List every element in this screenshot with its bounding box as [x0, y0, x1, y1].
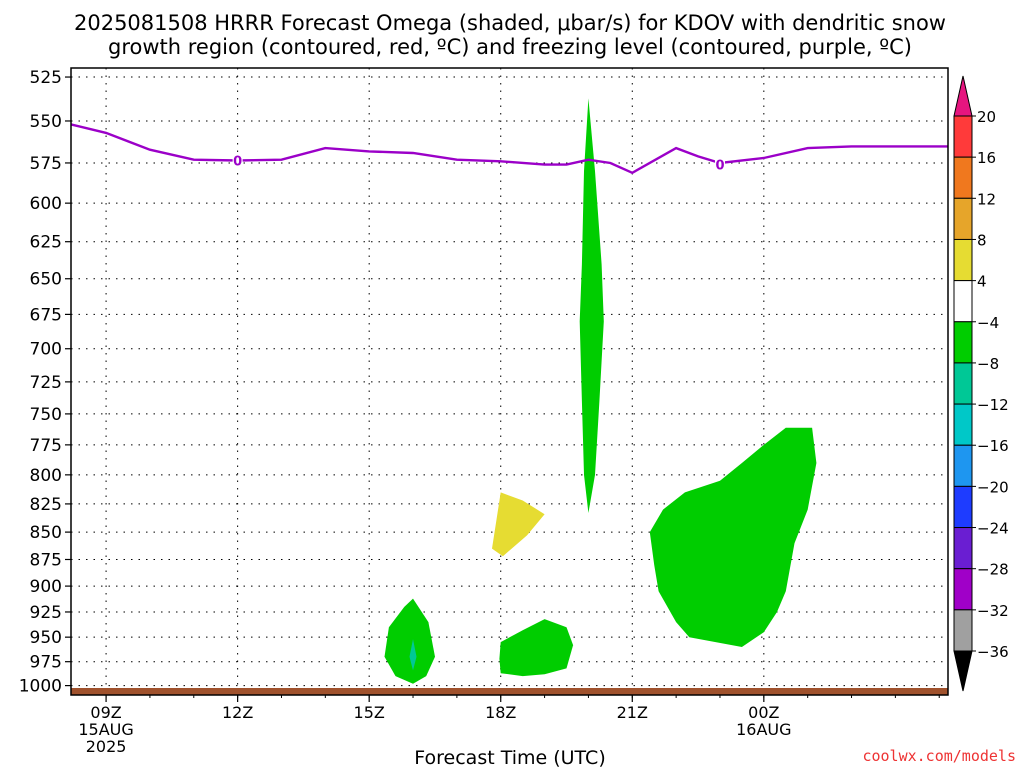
y-tick-label: 800 — [30, 466, 62, 486]
omega-shaded-regions — [384, 98, 817, 684]
colorbar: 20 16 12 8 4 −4 −8 −12 −16 −20 −24 −28 −32 −36 — [953, 75, 1009, 692]
colorbar-swatch — [953, 444, 973, 487]
colorbar-label: −4 — [977, 314, 999, 332]
surface-ground — [71, 688, 948, 695]
colorbar-swatch — [953, 115, 973, 158]
colorbar-label: −8 — [977, 355, 999, 373]
y-tick-label: 875 — [30, 550, 62, 570]
y-tick-label: 625 — [30, 233, 62, 253]
y-tick-label: 525 — [30, 68, 62, 88]
y-tick-label: 925 — [30, 603, 62, 623]
colorbar-swatch — [953, 238, 973, 282]
omega-region — [649, 427, 817, 647]
colorbar-label: −12 — [977, 396, 1009, 414]
contour-label: 0 — [715, 159, 724, 174]
omega-region — [492, 492, 545, 557]
x-tick-label: 16AUG — [736, 720, 791, 739]
colorbar-label: 4 — [977, 273, 987, 291]
y-tick-label: 775 — [30, 436, 62, 456]
y-tick-label: 650 — [30, 270, 62, 290]
y-tick-label: 550 — [30, 112, 62, 132]
ground-strip — [71, 688, 948, 695]
x-tick-label: 2025 — [86, 737, 127, 756]
colorbar-swatch — [953, 527, 973, 570]
contour-label: 0 — [233, 154, 242, 169]
colorbar-label: 8 — [977, 231, 987, 249]
colorbar-label: −28 — [977, 561, 1009, 579]
colorbar-bottom-arrow — [953, 650, 973, 692]
colorbar-swatch — [953, 568, 973, 611]
y-axis-ticks: 525 550 575 600 625 650 675 700 725 750 775 800 825 8… — [19, 68, 71, 697]
colorbar-swatch — [953, 485, 973, 529]
colorbar-label: 12 — [977, 190, 996, 208]
x-axis-title: Forecast Time (UTC) — [414, 747, 605, 768]
y-tick-label: 850 — [30, 523, 62, 543]
y-tick-label: 700 — [30, 340, 62, 360]
freezing-level-line — [70, 123, 948, 175]
y-tick-label: 825 — [30, 495, 62, 515]
colorbar-label: 20 — [977, 108, 996, 126]
y-tick-label: 675 — [30, 305, 62, 325]
colorbar-swatch — [953, 156, 973, 199]
y-tick-label: 950 — [30, 628, 62, 648]
x-tick-label: 12Z — [222, 703, 253, 722]
contour-label-bg — [714, 157, 725, 172]
colorbar-swatch — [953, 321, 973, 364]
colorbar-swatch — [953, 609, 973, 652]
colorbar-label: −20 — [977, 478, 1009, 496]
omega-region — [579, 98, 604, 514]
y-tick-label: 750 — [30, 405, 62, 425]
y-tick-label: 575 — [30, 154, 62, 174]
x-tick-label: 09Z — [90, 703, 121, 722]
y-tick-label: 600 — [30, 194, 62, 214]
colorbar-label: −24 — [977, 520, 1009, 538]
y-tick-label: 1000 — [19, 677, 62, 697]
x-tick-label: 00Z — [748, 703, 779, 722]
chart-subtitle: growth region (contoured, red, ºC) and f… — [108, 35, 912, 59]
chart-title: 2025081508 HRRR Forecast Omega (shaded, … — [74, 11, 946, 35]
x-tick-label: 21Z — [617, 703, 648, 722]
y-tick-label: 975 — [30, 653, 62, 673]
y-tick-label: 725 — [30, 373, 62, 393]
omega-region — [499, 619, 574, 677]
colorbar-label: −36 — [977, 643, 1009, 661]
x-tick-label: 15AUG — [78, 720, 133, 739]
colorbar-swatch — [953, 280, 973, 323]
colorbar-swatch — [953, 197, 973, 240]
colorbar-label: −16 — [977, 437, 1009, 455]
omega-region — [384, 598, 435, 684]
x-tick-label: 18Z — [485, 703, 516, 722]
colorbar-swatch — [953, 362, 973, 405]
omega-region — [409, 639, 417, 671]
colorbar-label: 16 — [977, 149, 996, 167]
x-tick-label: 15Z — [354, 703, 385, 722]
y-tick-label: 900 — [30, 577, 62, 597]
colorbar-swatch — [953, 403, 973, 446]
credit-text: coolwx.com/models — [862, 747, 1016, 765]
contour-label-bg — [232, 153, 243, 168]
colorbar-label: −32 — [977, 602, 1009, 620]
